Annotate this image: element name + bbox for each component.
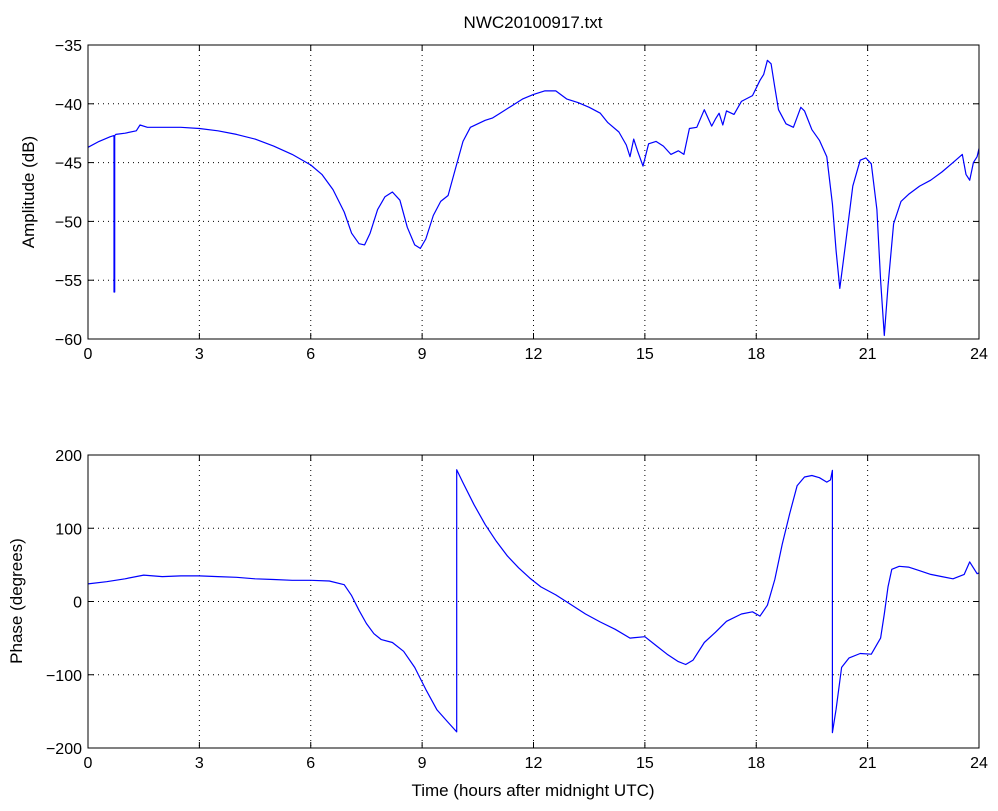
- amplitude-panel: NWC20100917.txt 0 3 6 9 12 15 18 21 24 −60 −55 −50 −…: [19, 13, 988, 363]
- amplitude-series-line: [87, 59, 980, 337]
- phase-y-axis-label: Phase (degrees): [7, 538, 26, 664]
- amplitude-y-tick-label: −55: [55, 273, 82, 290]
- amplitude-x-tick-label: 24: [970, 346, 988, 363]
- phase-series-line: [87, 469, 980, 734]
- phase-x-tick-label: 21: [859, 755, 877, 772]
- phase-x-tick-label: 12: [525, 755, 543, 772]
- amplitude-x-tick-label: 6: [306, 346, 315, 363]
- amplitude-y-tick-label: −35: [55, 38, 82, 55]
- amplitude-grid: [88, 45, 979, 339]
- phase-x-tick-label: 18: [747, 755, 765, 772]
- phase-y-tick-label: −200: [46, 741, 82, 758]
- phase-y-tick-label: 200: [55, 448, 82, 465]
- phase-x-tick-label: 9: [418, 755, 427, 772]
- amplitude-x-tick-label: 21: [859, 346, 877, 363]
- amplitude-x-tick-label: 0: [84, 346, 93, 363]
- amplitude-x-tick-label: 9: [418, 346, 427, 363]
- phase-x-tick-label: 0: [84, 755, 93, 772]
- amplitude-ticks: 0 3 6 9 12 15 18 21 24 −60 −55 −50 −45 −40 −35: [55, 38, 988, 363]
- phase-x-tick-label: 6: [306, 755, 315, 772]
- amplitude-series-group: [87, 59, 980, 337]
- phase-x-tick-label: 15: [636, 755, 654, 772]
- amplitude-x-tick-label: 18: [747, 346, 765, 363]
- amplitude-y-tick-label: −60: [55, 332, 82, 349]
- phase-y-tick-label: 0: [73, 595, 82, 612]
- amplitude-y-tick-label: −50: [55, 214, 82, 231]
- phase-axes-frame: [87, 454, 980, 749]
- amplitude-x-tick-label: 12: [525, 346, 543, 363]
- amplitude-x-tick-label: 3: [195, 346, 204, 363]
- phase-y-tick-label: −100: [46, 668, 82, 685]
- amplitude-x-tick-label: 15: [636, 346, 654, 363]
- phase-x-axis-label: Time (hours after midnight UTC): [411, 781, 654, 800]
- amplitude-y-tick-label: −40: [55, 97, 82, 114]
- phase-ticks: 0 3 6 9 12 15 18 21 24 −200 −100 0 100 200: [46, 448, 988, 772]
- phase-x-tick-label: 24: [970, 755, 988, 772]
- phase-grid: [88, 455, 979, 748]
- phase-series-group: [87, 469, 980, 734]
- amplitude-y-tick-label: −45: [55, 156, 82, 173]
- phase-y-tick-label: 100: [55, 521, 82, 538]
- amplitude-axes-frame: [87, 44, 980, 340]
- amplitude-title: NWC20100917.txt: [464, 13, 603, 32]
- amplitude-y-axis-label: Amplitude (dB): [19, 136, 38, 248]
- phase-panel: 0 3 6 9 12 15 18 21 24 −200 −100 0 100 200 Phase (deg…: [7, 448, 988, 800]
- phase-x-tick-label: 3: [195, 755, 204, 772]
